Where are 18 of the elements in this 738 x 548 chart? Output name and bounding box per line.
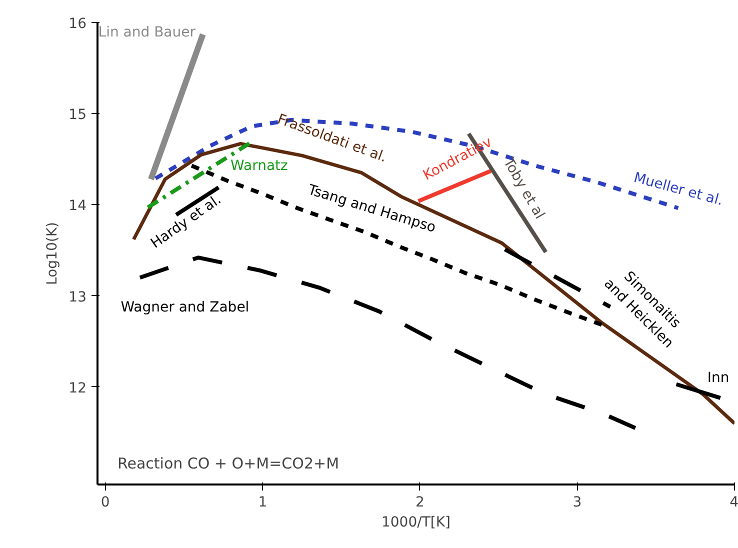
x-axis-title: 1000/T[K]	[382, 514, 451, 530]
text: Mueller et al.	[632, 170, 725, 210]
y-axis-title: Log10(K)	[44, 222, 61, 285]
y-tick-label: 16	[68, 16, 87, 32]
y-tick-label: 13	[68, 289, 87, 306]
x-tick-label: 3	[572, 494, 582, 510]
y-tick-label: 12	[68, 380, 87, 396]
y-tick-label: 14	[68, 198, 87, 214]
text: Wagner and Zabel	[120, 300, 250, 316]
x-tick-label: 4	[730, 494, 738, 510]
x-tick-label: 1	[258, 494, 268, 510]
annotation: Reaction CO + O+M=CO2+M	[118, 454, 340, 472]
series-label: Warnatz	[230, 158, 288, 174]
series-label: Inn	[707, 370, 730, 386]
series-label: Lin and Bauer	[98, 24, 196, 40]
x-tick-label: 2	[415, 494, 424, 510]
y-tick-label: 15	[68, 107, 87, 124]
x-tick-label: 0	[100, 494, 110, 510]
